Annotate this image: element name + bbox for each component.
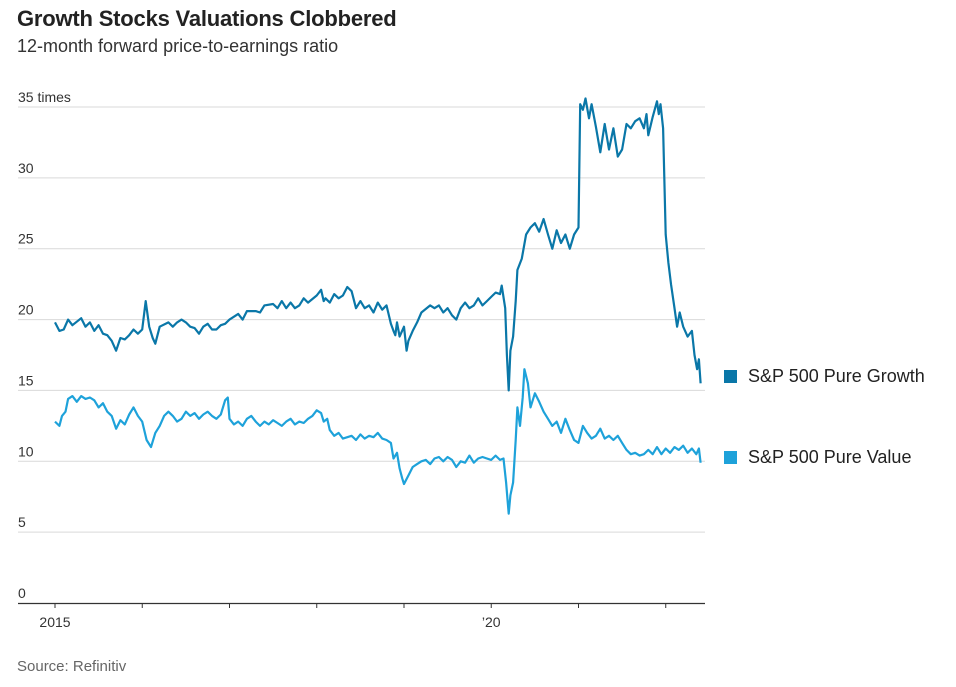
series-line-pure-value xyxy=(54,368,702,515)
y-tick-label: 25 xyxy=(18,231,34,247)
series-line-pure-growth xyxy=(54,97,702,392)
legend-label: S&P 500 Pure Growth xyxy=(748,366,925,386)
legend: S&P 500 Pure Growth S&P 500 Pure Value xyxy=(724,366,925,467)
series-lines xyxy=(54,97,702,515)
y-tick-label: 5 xyxy=(18,514,26,530)
y-tick-label: 20 xyxy=(18,302,34,318)
y-axis-tick-labels: 35 times 30 25 20 15 10 5 0 xyxy=(18,89,71,601)
source-note: Source: Refinitiv xyxy=(17,658,127,675)
y-tick-label: 30 xyxy=(18,160,34,176)
chart-title: Growth Stocks Valuations Clobbered xyxy=(17,6,397,31)
x-axis: 2015 ’20 xyxy=(18,602,705,630)
y-tick-label: 0 xyxy=(18,585,26,601)
gridlines xyxy=(18,106,705,533)
x-tick-label: 2015 xyxy=(39,614,70,630)
y-tick-label: 35 times xyxy=(18,89,71,105)
y-tick-label: 10 xyxy=(18,443,34,459)
x-tick-label: ’20 xyxy=(482,614,501,630)
chart-subtitle: 12-month forward price-to-earnings ratio xyxy=(17,36,339,56)
legend-label: S&P 500 Pure Value xyxy=(748,447,911,467)
legend-swatch xyxy=(724,451,737,464)
legend-swatch xyxy=(724,370,737,383)
y-tick-label: 15 xyxy=(18,372,34,388)
